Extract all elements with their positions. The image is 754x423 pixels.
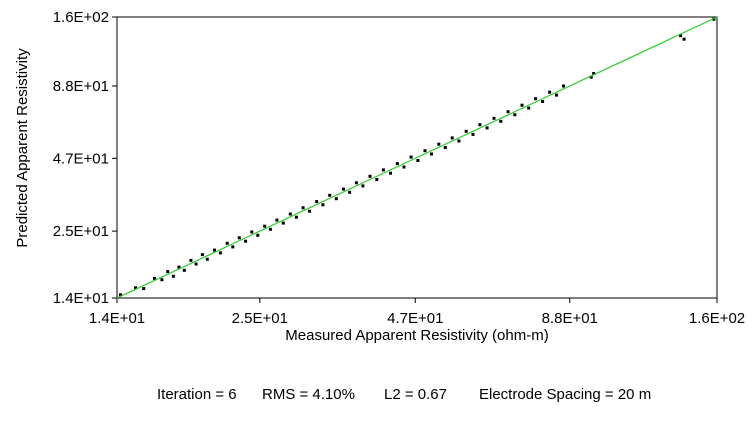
data-point <box>443 146 447 149</box>
data-point <box>268 227 272 231</box>
data-point <box>712 17 716 21</box>
data-point <box>341 187 345 191</box>
data-point <box>321 203 325 207</box>
l2-text: L2 = 0.67 <box>384 386 447 403</box>
y-tick-label: 2.5E+01 <box>53 223 109 240</box>
data-point <box>263 224 267 228</box>
data-point <box>315 200 319 204</box>
y-tick-label: 1.4E+01 <box>53 290 109 307</box>
x-tick-label: 8.8E+01 <box>542 310 598 327</box>
data-point <box>430 152 433 156</box>
footer-stats: Iteration = 6 RMS = 4.10% L2 = 0.67 Elec… <box>0 386 754 406</box>
data-point <box>301 206 305 210</box>
data-point <box>395 162 399 166</box>
x-tick-label: 1.4E+01 <box>89 310 145 327</box>
data-point <box>288 212 292 216</box>
data-point <box>354 181 358 185</box>
data-point <box>189 258 193 262</box>
data-point <box>450 136 454 140</box>
data-point <box>361 184 365 188</box>
x-tick-label: 2.5E+01 <box>232 310 288 327</box>
data-point <box>200 253 204 257</box>
data-point <box>682 37 686 41</box>
data-point <box>437 142 441 146</box>
y-tick-label: 4.7E+01 <box>53 150 109 167</box>
data-point <box>592 72 596 75</box>
data-point <box>381 168 385 172</box>
data-point <box>244 239 248 243</box>
data-point <box>471 132 475 136</box>
data-point <box>194 262 198 266</box>
data-point <box>334 197 338 201</box>
data-point <box>492 116 496 120</box>
data-point <box>160 278 164 282</box>
data-point <box>250 230 254 234</box>
data-point <box>409 155 413 159</box>
data-point <box>142 287 146 290</box>
data-point <box>485 126 489 130</box>
y-tick-label: 8.8E+01 <box>53 78 109 95</box>
data-point <box>457 139 461 143</box>
x-tick-label: 4.7E+01 <box>387 310 443 327</box>
data-point <box>402 165 406 169</box>
rms-text: RMS = 4.10% <box>262 386 355 403</box>
axis-ticks: 1.4E+01 2.5E+01 4.7E+01 8.8E+01 1.6E+02 1.4E+… <box>53 9 745 327</box>
data-point <box>506 110 510 114</box>
data-point <box>166 270 170 274</box>
data-point <box>205 257 209 261</box>
data-point <box>423 149 427 153</box>
data-point <box>225 241 229 245</box>
reference-line <box>116 16 718 299</box>
data-point <box>416 159 420 162</box>
data-point <box>368 174 372 178</box>
data-point <box>534 97 538 101</box>
data-point <box>555 93 558 97</box>
data-point <box>256 233 260 237</box>
data-points <box>119 17 716 297</box>
data-point <box>182 268 186 272</box>
iteration-text: Iteration = 6 <box>157 386 237 403</box>
data-point <box>134 286 138 290</box>
data-point <box>119 293 122 297</box>
data-point <box>294 215 298 219</box>
data-point <box>171 274 175 278</box>
data-point <box>153 276 156 280</box>
data-point <box>527 106 531 110</box>
data-point <box>389 171 392 175</box>
data-point <box>499 119 503 123</box>
data-point <box>464 129 468 133</box>
x-tick-label: 1.6E+02 <box>689 310 745 327</box>
data-point <box>328 193 332 197</box>
data-point <box>308 209 312 213</box>
x-axis-title: Measured Apparent Resistivity (ohm-m) <box>285 327 548 344</box>
data-point <box>520 103 524 107</box>
data-point <box>275 218 279 222</box>
data-point <box>237 236 241 240</box>
data-point <box>679 34 683 38</box>
data-point <box>213 248 216 252</box>
data-point <box>231 245 235 249</box>
data-point <box>281 221 285 225</box>
data-point <box>562 84 565 88</box>
data-point <box>348 190 352 194</box>
data-point <box>478 123 482 127</box>
data-point <box>548 90 552 94</box>
data-point <box>177 265 181 269</box>
y-tick-label: 1.6E+02 <box>53 9 109 26</box>
data-point <box>513 113 517 117</box>
plot-area-frame <box>116 16 718 299</box>
data-point <box>589 75 593 79</box>
data-point <box>218 251 222 255</box>
data-point <box>375 178 379 181</box>
y-axis-title: Predicted Apparent Resistivity <box>14 48 31 248</box>
electrode-spacing-text: Electrode Spacing = 20 m <box>479 386 652 403</box>
data-point <box>541 100 545 103</box>
